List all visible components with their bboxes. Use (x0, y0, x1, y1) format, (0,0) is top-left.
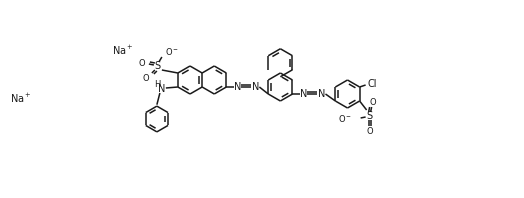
Text: O$^-$: O$^-$ (337, 112, 352, 124)
Text: O$^-$: O$^-$ (165, 46, 179, 56)
Text: O: O (369, 97, 376, 107)
Text: O: O (138, 58, 145, 68)
Text: N: N (252, 82, 259, 92)
Text: Na$^+$: Na$^+$ (10, 91, 31, 105)
Text: S: S (155, 61, 161, 71)
Text: N: N (300, 89, 307, 99)
Text: Cl: Cl (368, 79, 377, 89)
Text: N: N (318, 89, 325, 99)
Text: O: O (143, 73, 149, 83)
Text: N: N (234, 82, 241, 92)
Text: H: H (154, 80, 160, 89)
Text: S: S (367, 111, 373, 121)
Text: N: N (158, 84, 166, 94)
Text: O: O (366, 127, 373, 135)
Text: Na$^+$: Na$^+$ (112, 43, 134, 57)
